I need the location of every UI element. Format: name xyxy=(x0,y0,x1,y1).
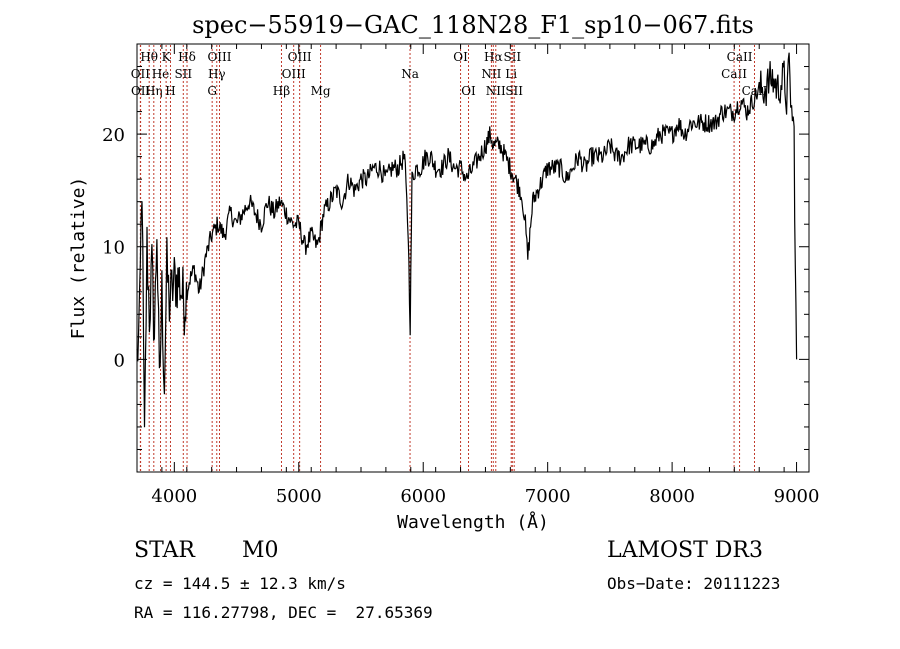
y-tick-label: 20 xyxy=(102,125,125,146)
line-marker-label: SII xyxy=(503,50,521,64)
x-tick-label: 5000 xyxy=(276,486,322,507)
line-markers: HθOIIOIIHηHeKHSIIHδGHγOIIIHβOIIIOIIIMgNa… xyxy=(131,45,768,471)
x-tick-label: 9000 xyxy=(774,486,820,507)
x-axis-label: Wavelength (Å) xyxy=(397,511,549,533)
line-marker-label: Hη xyxy=(145,84,163,98)
line-marker-label: K xyxy=(162,50,172,64)
line-marker-label: CaII xyxy=(727,50,753,64)
series-layer xyxy=(136,52,798,428)
line-marker-label: He xyxy=(152,67,170,81)
x-tick-label: 8000 xyxy=(649,486,695,507)
y-axis-label: Flux (relative) xyxy=(68,177,89,340)
line-marker-label: Na xyxy=(401,67,419,81)
y-tick-label: 0 xyxy=(114,350,125,371)
line-marker-label: Hδ xyxy=(178,50,196,64)
star-class: STAR xyxy=(134,538,195,563)
x-tick-label: 6000 xyxy=(400,486,446,507)
line-marker-label: Hθ xyxy=(140,50,158,64)
line-marker-label: OI xyxy=(453,50,468,64)
ra-dec-coords: RA = 116.27798, DEC = 27.65369 xyxy=(134,603,433,622)
redshift-cz: cz = 144.5 ± 12.3 km/s xyxy=(134,574,346,593)
line-marker-label: SII xyxy=(174,67,192,81)
line-marker-label: Li xyxy=(505,67,517,81)
plot-frame xyxy=(136,43,810,473)
line-marker-label: OII xyxy=(131,84,151,98)
axes: 4000 5000 6000 7000 8000 9000 0 10 20 xyxy=(102,43,820,507)
line-marker-label: H xyxy=(165,84,175,98)
star-subclass: M0 xyxy=(242,538,279,563)
line-marker-label: NII xyxy=(486,84,506,98)
line-marker-label: OI xyxy=(461,84,476,98)
line-marker-label: OIII xyxy=(288,50,312,64)
line-marker-label: CaII xyxy=(721,67,747,81)
survey-name: LAMOST DR3 xyxy=(607,538,763,563)
line-marker-label: NII xyxy=(481,67,501,81)
line-marker-label: G xyxy=(207,84,217,98)
line-marker-label: Hγ xyxy=(208,67,226,81)
chart-title: spec−55919−GAC_118N28_F1_sp10−067.fits xyxy=(192,11,754,39)
line-marker-label: Hβ xyxy=(273,84,290,98)
line-marker-label: Hα xyxy=(484,50,503,64)
flux-series-line xyxy=(136,52,798,428)
line-marker-label: OIII xyxy=(207,50,231,64)
line-marker-label: Mg xyxy=(311,84,331,98)
x-tick-label: 7000 xyxy=(525,486,571,507)
line-marker-label: OIII xyxy=(282,67,306,81)
obs-date: Obs−Date: 20111223 xyxy=(607,574,781,593)
line-marker-label: SII xyxy=(505,84,523,98)
x-tick-label: 4000 xyxy=(151,486,197,507)
y-tick-label: 10 xyxy=(102,238,125,259)
